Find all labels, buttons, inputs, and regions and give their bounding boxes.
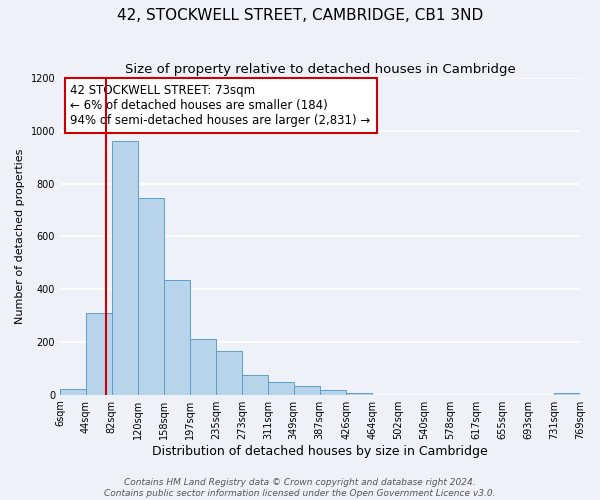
Bar [346, 392, 372, 394]
Bar [268, 382, 294, 394]
X-axis label: Distribution of detached houses by size in Cambridge: Distribution of detached houses by size … [152, 444, 488, 458]
Bar [216, 351, 242, 395]
Text: 42 STOCKWELL STREET: 73sqm
← 6% of detached houses are smaller (184)
94% of semi: 42 STOCKWELL STREET: 73sqm ← 6% of detac… [70, 84, 371, 128]
Bar [554, 392, 580, 394]
Bar [164, 280, 190, 394]
Bar [60, 390, 86, 394]
Bar [320, 390, 346, 394]
Text: Contains HM Land Registry data © Crown copyright and database right 2024.
Contai: Contains HM Land Registry data © Crown c… [104, 478, 496, 498]
Bar [294, 386, 320, 394]
Text: 42, STOCKWELL STREET, CAMBRIDGE, CB1 3ND: 42, STOCKWELL STREET, CAMBRIDGE, CB1 3ND [117, 8, 483, 22]
Bar [138, 198, 164, 394]
Bar [242, 375, 268, 394]
Y-axis label: Number of detached properties: Number of detached properties [15, 148, 25, 324]
Bar [190, 340, 216, 394]
Bar [112, 142, 138, 394]
Title: Size of property relative to detached houses in Cambridge: Size of property relative to detached ho… [125, 62, 515, 76]
Bar [86, 313, 112, 394]
